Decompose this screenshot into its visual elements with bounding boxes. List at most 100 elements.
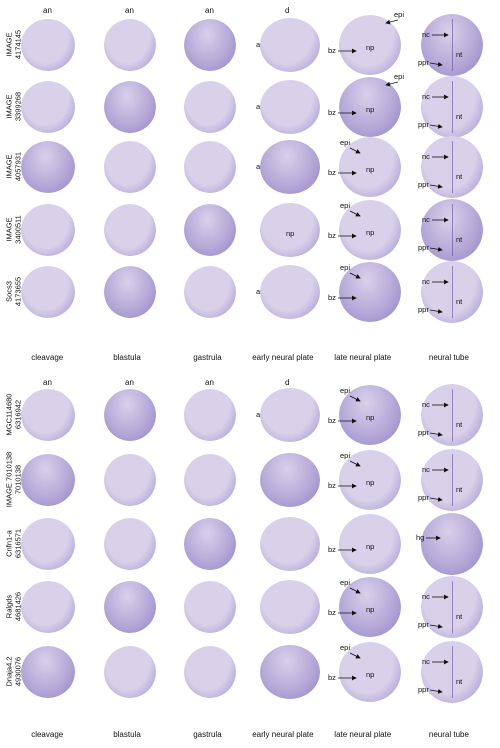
- top-early-np-label: np: [286, 229, 295, 238]
- top-embryo-r4-c3: [260, 265, 320, 319]
- top-embryo-r3-c4: [339, 200, 401, 260]
- top-stage-label-0: cleavage: [31, 353, 64, 362]
- bottom-np-label-2: np: [366, 542, 375, 551]
- top-nc-label-2: nc: [422, 152, 430, 161]
- bottom-embryo-r1-c5: [421, 449, 483, 511]
- top-embryo-r2-c3: [260, 140, 320, 194]
- bottom-embryo-r0-c2-shading: [184, 389, 236, 441]
- bottom-embryo-r1-c5-midline: [451, 453, 453, 507]
- bottom-embryo-r1-c0: [21, 454, 75, 506]
- top-nc-label-4: nc: [422, 277, 430, 286]
- bottom-nt-label-1: nt: [456, 485, 463, 494]
- top-embryo-r3-c5: [421, 199, 483, 261]
- top-embryo-r4-c2-shading: [184, 266, 236, 318]
- bottom-embryo-r3-c5-midline: [451, 580, 453, 634]
- top-ppr-label-4: ppr: [418, 305, 429, 314]
- top-stage-label-3: early neural plate: [252, 353, 314, 362]
- top-embryo-r1-c2: [184, 81, 236, 133]
- bottom-bz-label-1: bz: [328, 481, 336, 490]
- top-np-label-1: np: [366, 105, 375, 114]
- top-stage-label-1: blastula: [113, 353, 141, 362]
- top-bz-label-0: bz: [328, 46, 336, 55]
- top-ppr-arrow-1: [429, 123, 443, 129]
- top-embryo-r0-c5-midline: [451, 18, 453, 72]
- top-embryo-r0-c1: [104, 19, 156, 71]
- bottom-bz-label-0: bz: [328, 416, 336, 425]
- bottom-embryo-r4-c4: [339, 642, 401, 702]
- top-embryo-r4-c0: [21, 266, 75, 318]
- top-epi-arrow-3: [349, 210, 361, 217]
- bottom-embryo-r1-c2-shading: [184, 454, 236, 506]
- bottom-embryo-r1-c1: [104, 454, 156, 506]
- bottom-embryo-r0-c5: [421, 384, 483, 446]
- bottom-ppr-arrow-0: [429, 431, 443, 437]
- top-embryo-r4-c1: [104, 266, 156, 318]
- bottom-nc-label-3: nc: [422, 592, 430, 601]
- bottom-embryo-r2-c1: [104, 518, 156, 570]
- bottom-epi-arrow-0: [349, 395, 361, 402]
- top-embryo-r2-c5-midline: [451, 140, 453, 194]
- bottom-hg-label-2: hg: [416, 533, 425, 542]
- top-nc-label-3: nc: [422, 215, 430, 224]
- top-embryo-r1-c2-shading: [184, 81, 236, 133]
- top-nc-label-1: nc: [422, 92, 430, 101]
- bottom-embryo-r3-c3: [260, 580, 320, 634]
- bottom-stage-label-4: late neural plate: [334, 730, 392, 739]
- top-embryo-r2-c3-shading: [260, 140, 320, 194]
- bottom-embryo-r4-c5: [421, 641, 483, 703]
- bottom-embryo-r3-c2: [184, 581, 236, 633]
- top-embryo-r2-c2-shading: [184, 141, 236, 193]
- top-embryo-r3-c5-midline: [451, 203, 453, 257]
- top-ppr-arrow-0: [429, 61, 443, 67]
- top-orientation-1: an: [125, 6, 134, 15]
- top-embryo-r3-c1: [104, 204, 156, 256]
- top-stage-label-4: late neural plate: [334, 353, 392, 362]
- top-embryo-r0-c3: [260, 18, 320, 72]
- top-embryo-r2-c2: [184, 141, 236, 193]
- top-embryo-r2-c4: [339, 137, 401, 197]
- top-embryo-r2-c0: [21, 141, 75, 193]
- bottom-embryo-r0-c0-shading: [21, 389, 75, 441]
- top-anterior-label-2: a: [256, 162, 261, 171]
- bottom-embryo-r3-c4: [339, 577, 401, 637]
- top-embryo-r1-c5-midline: [451, 80, 453, 134]
- bottom-embryo-r3-c3-shading: [260, 580, 320, 634]
- bottom-embryo-r0-c4-shading: [339, 385, 401, 445]
- top-nt-label-3: nt: [456, 235, 463, 244]
- top-embryo-r1-c4: [339, 77, 401, 137]
- top-embryo-r4-c4-shading: [339, 262, 401, 322]
- top-embryo-r0-c0: [21, 19, 75, 71]
- bottom-embryo-r2-c1-shading: [104, 518, 156, 570]
- top-np-label-3: np: [366, 228, 375, 237]
- bottom-ppr-arrow-1: [429, 496, 443, 502]
- top-orientation-2: an: [205, 6, 214, 15]
- bottom-embryo-r1-c3-shading: [260, 453, 320, 507]
- bottom-stage-label-5: neural tube: [428, 730, 469, 739]
- bottom-ppr-arrow-3: [429, 623, 443, 629]
- bottom-embryo-r1-c3: [260, 453, 320, 507]
- top-embryo-r3-c0: [21, 204, 75, 256]
- bottom-embryo-r0-c4: [339, 385, 401, 445]
- top-np-label-0: np: [366, 43, 375, 52]
- top-embryo-r0-c4-shading: [339, 15, 401, 75]
- bottom-nt-label-0: nt: [456, 420, 463, 429]
- top-nc-label-0: nc: [422, 30, 430, 39]
- top-embryo-r2-c5: [421, 136, 483, 198]
- bottom-embryo-r3-c5: [421, 576, 483, 638]
- top-nt-label-0: nt: [456, 50, 463, 59]
- bottom-embryo-r3-c2-shading: [184, 581, 236, 633]
- top-embryo-r4-c3-shading: [260, 265, 320, 319]
- bottom-embryo-r2-c0: [21, 518, 75, 570]
- top-embryo-r0-c1-shading: [104, 19, 156, 71]
- bottom-np-label-0: np: [366, 413, 375, 422]
- bottom-embryo-r4-c1: [104, 646, 156, 698]
- bottom-nt-label-3: nt: [456, 612, 463, 621]
- bottom-embryo-r1-c2: [184, 454, 236, 506]
- top-ppr-label-0: ppr: [418, 58, 429, 67]
- bottom-embryo-r3-c0-shading: [21, 581, 75, 633]
- bottom-nc-label-0: nc: [422, 400, 430, 409]
- top-orientation-0: an: [43, 6, 52, 15]
- bottom-embryo-r2-c4-shading: [339, 514, 401, 574]
- top-embryo-r1-c3: [260, 80, 320, 134]
- bottom-epi-label-1: epi: [340, 451, 351, 460]
